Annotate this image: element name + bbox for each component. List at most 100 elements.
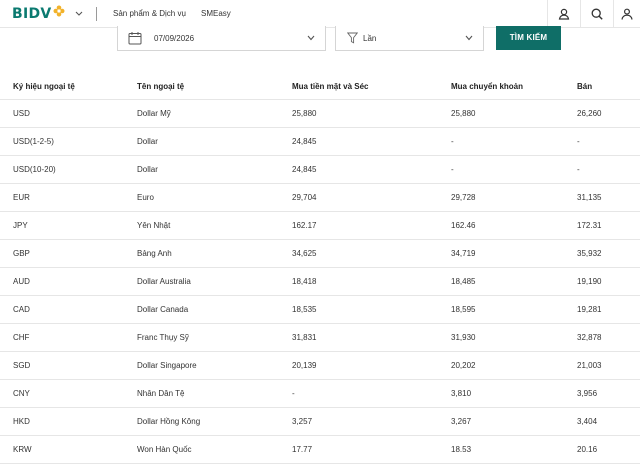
cash-buy-rate: 18,535 <box>292 295 451 324</box>
cash-buy-rate: 34,625 <box>292 239 451 268</box>
currency-name: Euro <box>137 183 292 212</box>
search-submit-button[interactable]: TÌM KIẾM <box>496 26 561 50</box>
transfer-buy-rate: 18,595 <box>451 295 577 324</box>
transfer-buy-rate: 20,202 <box>451 351 577 380</box>
currency-code: CHF <box>0 323 137 352</box>
currency-code: CNY <box>0 379 137 408</box>
account-button[interactable] <box>613 0 640 28</box>
site-header: BIDV Sản phẩm & Dịch vụ SMEasy <box>0 0 640 28</box>
cash-buy-rate: 3,257 <box>292 407 451 436</box>
currency-code: CAD <box>0 295 137 324</box>
table-row: JPY Yên Nhật 162.17 162.46 172.31 <box>0 211 640 240</box>
table-header-row: Ký hiệu ngoại tệ Tên ngoại tệ Mua tiền m… <box>0 74 640 100</box>
currency-name: Dollar Mỹ <box>137 99 292 128</box>
currency-name: Nhân Dân Tệ <box>137 379 292 408</box>
chevron-down-icon <box>465 35 473 41</box>
currency-name: Yên Nhật <box>137 211 292 240</box>
logo-text: BIDV <box>12 6 52 22</box>
sell-rate: 172.31 <box>577 211 640 240</box>
currency-code: GBP <box>0 239 137 268</box>
transfer-buy-rate: 29,728 <box>451 183 577 212</box>
cash-buy-rate: 25,880 <box>292 99 451 128</box>
transfer-buy-rate: 25,880 <box>451 99 577 128</box>
cash-buy-rate: 24,845 <box>292 127 451 156</box>
sell-rate: 3,956 <box>577 379 640 408</box>
table-row: USD Dollar Mỹ 25,880 25,880 26,260 <box>0 99 640 128</box>
currency-code: USD(1-2-5) <box>0 127 137 156</box>
currency-code: JPY <box>0 211 137 240</box>
currency-name: Bảng Anh <box>137 239 292 268</box>
table-row: EUR Euro 29,704 29,728 31,135 <box>0 183 640 212</box>
sell-rate: - <box>577 127 640 156</box>
currency-name: Dollar Singapore <box>137 351 292 380</box>
transfer-buy-rate: 162.46 <box>451 211 577 240</box>
table-row: CHF Franc Thụy Sỹ 31,831 31,930 32,878 <box>0 323 640 352</box>
search-button[interactable] <box>580 0 612 28</box>
flower-logo-icon <box>53 5 65 17</box>
date-value: 07/09/2026 <box>154 34 195 43</box>
table-row: CNY Nhân Dân Tệ - 3,810 3,956 <box>0 379 640 408</box>
calendar-icon <box>128 32 142 45</box>
currency-code: AUD <box>0 267 137 296</box>
sell-rate: 19,190 <box>577 267 640 296</box>
currency-code: SGD <box>0 351 137 380</box>
currency-code: USD(10-20) <box>0 155 137 184</box>
table-row: USD(1-2-5) Dollar 24,845 - - <box>0 127 640 156</box>
cash-buy-rate: 162.17 <box>292 211 451 240</box>
chevron-down-icon[interactable] <box>74 10 84 18</box>
currency-name: Dollar Hồng Kông <box>137 407 292 436</box>
currency-code: HKD <box>0 407 137 436</box>
table-row: GBP Bảng Anh 34,625 34,719 35,932 <box>0 239 640 268</box>
table-row: SGD Dollar Singapore 20,139 20,202 21,00… <box>0 351 640 380</box>
sell-rate: 32,878 <box>577 323 640 352</box>
date-picker[interactable]: 07/09/2026 <box>117 26 326 51</box>
times-select[interactable]: Lần <box>335 26 484 51</box>
table-row: KRW Won Hàn Quốc 17.77 18.53 20.16 <box>0 435 640 464</box>
currency-name: Dollar <box>137 127 292 156</box>
sell-rate: 20.16 <box>577 435 640 464</box>
transfer-buy-rate: - <box>451 127 577 156</box>
transfer-buy-rate: 34,719 <box>451 239 577 268</box>
transfer-buy-rate: 18,485 <box>451 267 577 296</box>
currency-name: Won Hàn Quốc <box>137 435 292 464</box>
cash-buy-rate: 20,139 <box>292 351 451 380</box>
sell-rate: 31,135 <box>577 183 640 212</box>
table-row: AUD Dollar Australia 18,418 18,485 19,19… <box>0 267 640 296</box>
header-transfer-buy: Mua chuyển khoản <box>451 74 577 100</box>
cash-buy-rate: 29,704 <box>292 183 451 212</box>
nav-products-services[interactable]: Sản phẩm & Dịch vụ <box>113 9 186 18</box>
header-divider <box>96 7 97 21</box>
currency-name: Franc Thụy Sỹ <box>137 323 292 352</box>
sell-rate: - <box>577 155 640 184</box>
header-currency-code: Ký hiệu ngoại tệ <box>0 74 137 100</box>
user-button[interactable] <box>547 0 579 28</box>
cash-buy-rate: 17.77 <box>292 435 451 464</box>
account-icon <box>621 8 633 20</box>
currency-code: EUR <box>0 183 137 212</box>
transfer-buy-rate: 18.53 <box>451 435 577 464</box>
cash-buy-rate: 31,831 <box>292 323 451 352</box>
currency-name: Dollar Canada <box>137 295 292 324</box>
transfer-buy-rate: 31,930 <box>451 323 577 352</box>
sell-rate: 21,003 <box>577 351 640 380</box>
sell-rate: 26,260 <box>577 99 640 128</box>
currency-name: Dollar Australia <box>137 267 292 296</box>
search-icon <box>591 8 603 20</box>
currency-code: USD <box>0 99 137 128</box>
transfer-buy-rate: 3,267 <box>451 407 577 436</box>
sell-rate: 19,281 <box>577 295 640 324</box>
currency-name: Dollar <box>137 155 292 184</box>
table-row: HKD Dollar Hồng Kông 3,257 3,267 3,404 <box>0 407 640 436</box>
header-currency-name: Tên ngoại tệ <box>137 74 292 100</box>
header-cash-buy: Mua tiền mặt và Séc <box>292 74 451 100</box>
bidv-logo[interactable]: BIDV <box>12 5 65 22</box>
cash-buy-rate: - <box>292 379 451 408</box>
sell-rate: 35,932 <box>577 239 640 268</box>
table-row: USD(10-20) Dollar 24,845 - - <box>0 155 640 184</box>
nav-smeasy[interactable]: SMEasy <box>201 9 231 18</box>
header-sell: Bán <box>577 74 640 100</box>
table-row: CAD Dollar Canada 18,535 18,595 19,281 <box>0 295 640 324</box>
user-icon <box>558 8 569 20</box>
transfer-buy-rate: 3,810 <box>451 379 577 408</box>
times-value: Lần <box>363 34 377 43</box>
